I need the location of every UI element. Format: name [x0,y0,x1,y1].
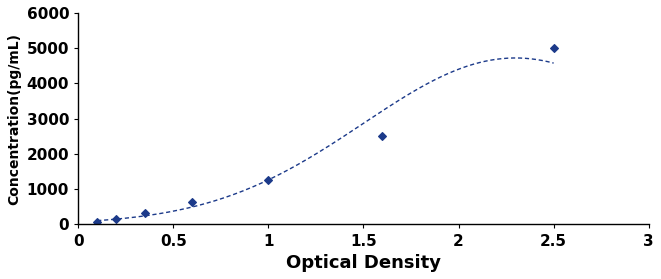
X-axis label: Optical Density: Optical Density [286,254,441,272]
Y-axis label: Concentration(pg/mL): Concentration(pg/mL) [7,33,21,205]
